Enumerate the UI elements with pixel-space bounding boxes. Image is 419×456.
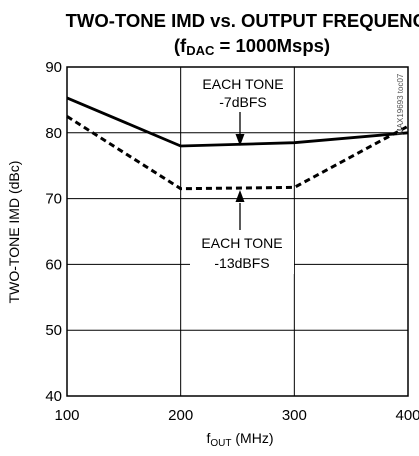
y-axis-label: TWO-TONE IMD (dBc) [6,161,22,304]
x-tick-400: 400 [395,407,419,424]
annotation-bg-7dbfs [193,72,293,112]
y-tick-40: 40 [45,388,62,405]
x-tick-200: 200 [168,407,193,424]
chart-title-line1: TWO-TONE IMD vs. OUTPUT FREQUENCY [66,10,419,31]
annotation-13dbfs-arrow-head [235,190,245,202]
y-tick-50: 50 [45,322,62,339]
annotation-13dbfs-line1: EACH TONE [201,235,282,251]
series-line-13dbfs [66,115,409,191]
plot-frame [66,66,409,397]
y-tick-90: 90 [45,59,62,76]
y-tick-80: 80 [45,125,62,142]
y-tick-labels: 40 50 60 70 80 90 [45,59,62,405]
annotation-7dbfs-arrow-head [235,134,245,146]
y-tick-60: 60 [45,256,62,273]
annotation-7dbfs-line2: -7dBFS [219,94,266,110]
y-tick-70: 70 [45,191,62,208]
annotation-13dbfs-line2: -13dBFS [214,255,269,271]
annotation-bg-13dbfs [190,230,294,274]
chart-title-line2: (fDAC = 1000Msps) [174,35,330,58]
x-tick-100: 100 [54,407,79,424]
x-tick-300: 300 [282,407,307,424]
data-series [66,96,409,191]
series-line-7dbfs [66,96,409,148]
x-axis-label: fOUT (MHz) [207,430,274,449]
watermark: MAX19693 toc07 [396,73,405,135]
x-tick-labels: 100 200 300 400 [54,407,419,424]
annotation-7dbfs-line1: EACH TONE [202,76,283,92]
